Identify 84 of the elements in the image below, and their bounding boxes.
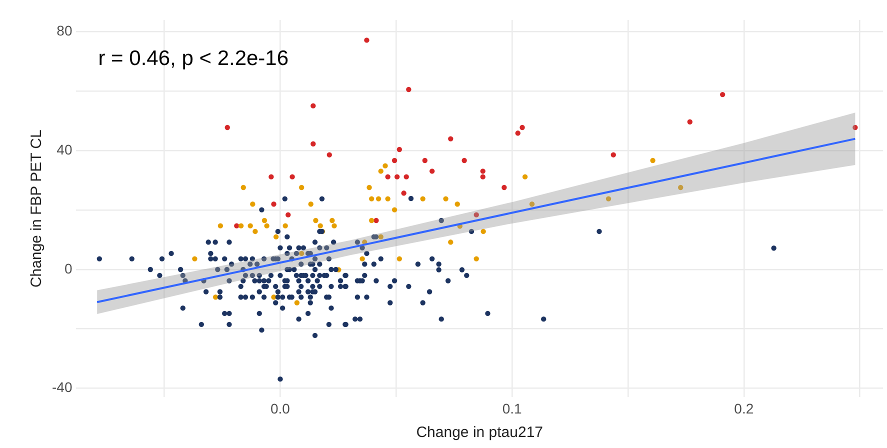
point [392,207,398,212]
point [515,130,520,136]
x-axis-title: Change in ptau217 [416,424,544,442]
point [443,196,448,202]
y-tick-label: -40 [52,379,72,396]
point [310,141,316,146]
point [529,202,535,207]
point [520,124,525,130]
point [382,163,388,168]
point [374,218,379,224]
point [192,256,198,262]
point [360,256,365,262]
point [268,174,274,180]
x-tick-label: 0.0 [270,400,290,416]
point [271,202,276,207]
point [298,184,304,190]
point [326,152,332,158]
point [404,174,409,180]
point [318,223,323,228]
point [248,223,253,228]
point [502,184,507,190]
point [385,196,390,202]
point [264,223,270,228]
x-tick-label: 0.2 [734,400,754,416]
point [401,190,406,196]
point [454,202,460,207]
x-tick-label: 0.1 [502,400,522,416]
y-axis-title: Change in FBP PET CL [28,130,46,288]
point [212,294,218,300]
point [396,256,402,262]
point [610,152,616,158]
point [385,174,390,180]
point [480,174,486,180]
point [332,223,337,228]
point [474,212,479,218]
point [224,124,230,130]
y-tick-label: 80 [56,22,72,39]
annotation: r = 0.46, p < 2.2e-16 [98,47,289,70]
point [368,218,374,224]
point [392,158,398,164]
point [282,223,288,228]
point [429,168,435,174]
point [474,256,479,262]
point [368,196,374,202]
point [480,228,486,234]
point [234,223,240,228]
point [250,202,256,207]
point [606,196,612,202]
point [290,174,295,180]
point [462,158,467,164]
point [218,223,224,228]
point [238,223,244,228]
point [687,119,692,124]
point [310,103,316,108]
point [330,218,335,224]
point [378,234,384,240]
point [294,300,300,306]
point [852,124,858,130]
point [480,168,486,174]
point [396,146,402,152]
point [273,234,279,240]
point [376,196,382,202]
point [650,158,656,164]
y-tick-label: 0 [64,260,72,276]
point [378,168,384,174]
point [448,136,454,142]
point [366,184,372,190]
point [240,184,246,190]
point [394,174,400,180]
point [313,218,318,224]
point [420,196,426,202]
point [286,212,291,218]
point [406,86,412,92]
point [262,218,268,224]
point [252,228,258,234]
point [364,38,370,43]
point [448,240,454,245]
point [298,250,304,256]
point [522,174,528,180]
point [678,184,684,190]
y-tick-label: 40 [56,142,72,158]
point [720,92,726,98]
point [308,202,314,207]
point [422,158,428,164]
